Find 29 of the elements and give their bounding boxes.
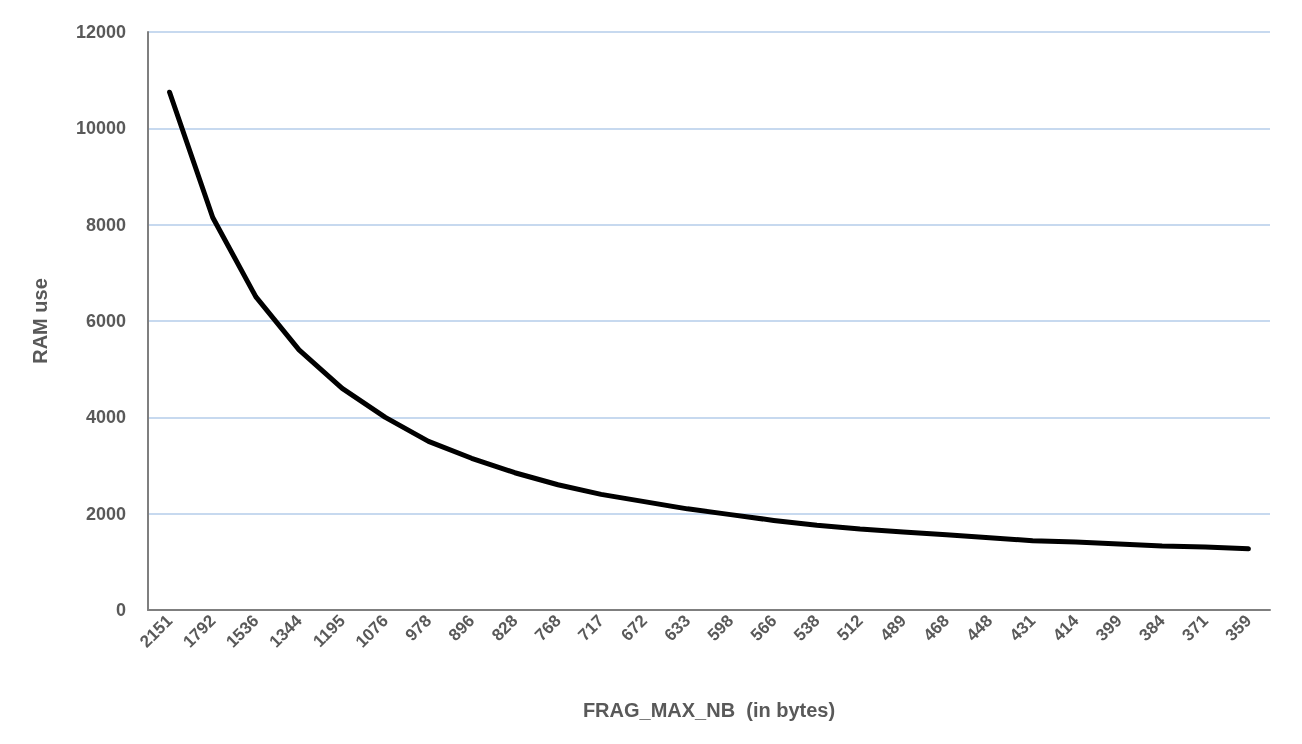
x-tick-label: 359 (1221, 611, 1256, 645)
y-axis-title: RAM use (29, 278, 51, 364)
x-tick-label: 399 (1092, 611, 1126, 645)
x-tick-label: 448 (962, 611, 997, 645)
y-tick-label: 2000 (85, 503, 126, 524)
x-tick-label: 384 (1135, 610, 1170, 645)
y-tick-label: 10000 (75, 118, 126, 139)
y-tick-label: 4000 (85, 407, 126, 428)
x-tick-label: 633 (660, 611, 695, 645)
x-tick-label: 768 (531, 611, 565, 645)
x-axis-title: FRAG_MAX_NB (in bytes) (582, 699, 836, 721)
x-tick-label: 717 (574, 611, 608, 645)
x-tick-label: 512 (833, 611, 867, 645)
x-tick-label: 431 (1005, 611, 1040, 645)
x-tick-label: 598 (703, 611, 738, 645)
x-tick-label: 672 (617, 611, 651, 645)
y-tick-label: 0 (115, 600, 126, 620)
x-tick-label: 896 (444, 611, 479, 645)
x-tick-label: 371 (1178, 611, 1212, 645)
x-tick-label: 978 (401, 611, 436, 645)
x-tick-label: 828 (488, 611, 522, 645)
x-tick-label: 414 (1049, 610, 1083, 645)
y-tick-label: 6000 (85, 311, 126, 331)
x-tick-label: 468 (919, 611, 954, 645)
y-tick-label: 12000 (75, 22, 126, 42)
x-tick-label: 538 (790, 611, 824, 645)
x-tick-label: 566 (746, 611, 781, 645)
x-tick-label: 489 (876, 611, 910, 645)
y-tick-label: 8000 (85, 214, 126, 235)
